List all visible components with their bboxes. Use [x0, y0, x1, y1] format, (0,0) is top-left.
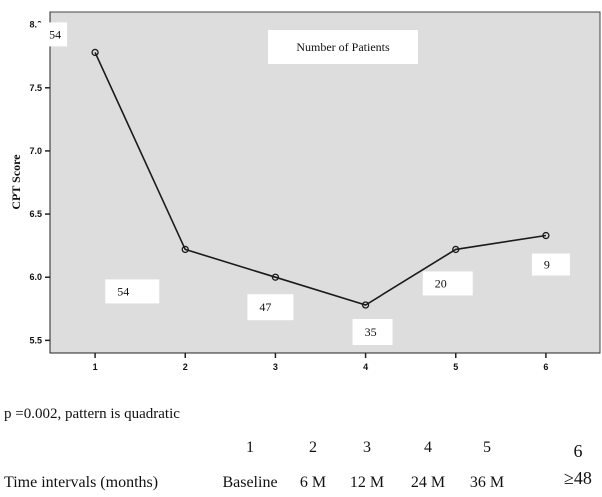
data-label-box — [422, 271, 473, 296]
data-label: 54 — [105, 279, 160, 304]
data-label-text: 47 — [259, 300, 271, 314]
data-label-box — [37, 22, 68, 47]
interval-index-cell: 4 — [424, 439, 432, 456]
x-tick-label: 2 — [183, 362, 188, 372]
interval-index-cell: 2 — [309, 439, 317, 456]
data-label: 35 — [352, 319, 393, 346]
interval-value-cell: Baseline — [222, 474, 278, 491]
cpt-score-line-chart: 8.0 7.5 7.0 6.5 6.0 5.5 1 2 3 4 5 6 CPT Score Numb… — [9, 11, 601, 372]
interval-value-cell: 12 M — [349, 474, 385, 491]
y-tick-label: 6.5 — [29, 209, 42, 219]
data-label-text: 20 — [435, 276, 447, 290]
data-point — [361, 301, 370, 309]
data-label: 20 — [422, 271, 473, 296]
interval-index-cell: 5 — [483, 439, 491, 456]
y-axis-ticks: 8.0 7.5 7.0 6.5 6.0 5.5 — [29, 20, 50, 345]
x-tick-label: 4 — [363, 362, 368, 372]
interval-index-cell: 6 — [573, 441, 583, 461]
x-tick-label: 5 — [453, 362, 458, 372]
legend-box: Number of Patients — [268, 30, 418, 64]
interval-row-label: Time intervals (months) — [4, 474, 159, 491]
interval-value-cell: 24 M — [410, 474, 446, 491]
significance-caption: p =0.002, pattern is quadratic — [4, 406, 180, 422]
x-tick-label: 3 — [273, 362, 278, 372]
series-layer — [91, 48, 550, 309]
data-point — [91, 48, 99, 57]
series-line — [94, 52, 547, 306]
data-point — [452, 245, 460, 254]
y-tick-label: 5.5 — [29, 335, 42, 345]
y-axis-title: CPT Score — [9, 154, 23, 210]
data-point — [542, 231, 550, 240]
data-label: 54 — [37, 22, 68, 47]
interval-index-cell: 3 — [363, 439, 371, 456]
y-tick-label: 7.0 — [29, 146, 42, 156]
data-label-box — [352, 319, 393, 346]
legend-box-text: Number of Patients — [296, 40, 390, 54]
interval-value-cell: 6 M — [299, 474, 327, 491]
data-label-box — [105, 279, 160, 304]
interval-index-cell: 1 — [246, 439, 254, 456]
x-tick-label: 6 — [543, 362, 548, 372]
data-label-text: 9 — [544, 258, 550, 272]
data-label-text: 54 — [49, 27, 61, 41]
x-axis-ticks: 1 2 3 4 5 6 — [93, 353, 548, 372]
legend-box-frame — [268, 30, 418, 64]
y-tick-label: 7.5 — [29, 83, 42, 93]
data-labels: 54 54 47 35 20 9 — [37, 22, 570, 346]
data-point — [181, 245, 189, 254]
data-label-box — [531, 253, 570, 276]
data-label-text: 35 — [365, 325, 377, 339]
x-tick-label: 1 — [93, 362, 98, 372]
data-point — [271, 273, 280, 281]
y-tick-label: 8.0 — [29, 20, 42, 30]
interval-value-cell: 36 M — [469, 474, 505, 491]
data-label: 9 — [531, 253, 570, 276]
interval-value-cell: ≥48 — [564, 468, 592, 488]
y-tick-label: 6.0 — [29, 272, 42, 282]
data-label-text: 54 — [117, 284, 129, 298]
data-label: 47 — [247, 294, 294, 321]
data-label-box — [247, 294, 294, 321]
